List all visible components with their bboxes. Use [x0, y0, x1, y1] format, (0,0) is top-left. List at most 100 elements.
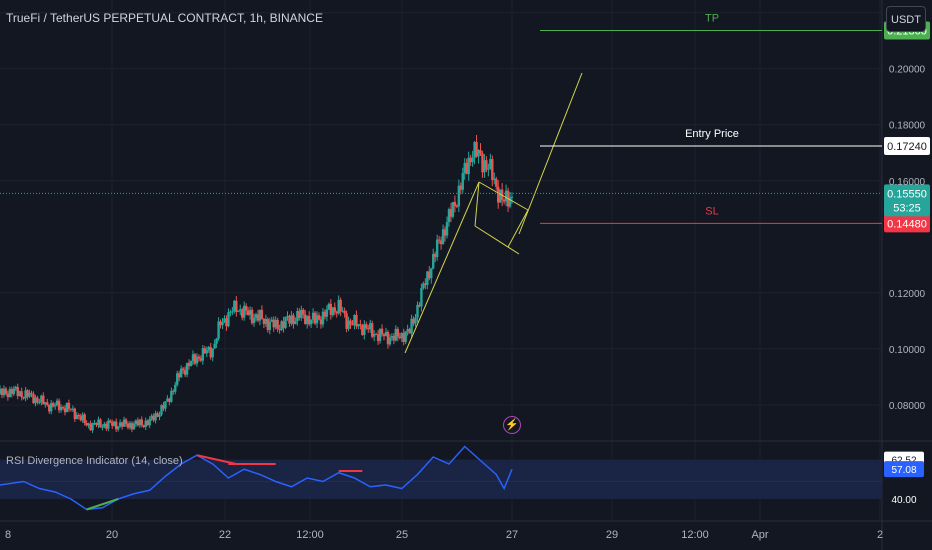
candle-body — [201, 348, 205, 361]
candle-body — [44, 402, 47, 405]
candle-body — [53, 405, 57, 407]
candle-body — [203, 348, 206, 354]
candle-body — [325, 309, 329, 317]
candle-body — [122, 419, 126, 427]
candle-body — [109, 420, 112, 423]
candle-body — [434, 253, 437, 258]
candle-body — [335, 311, 338, 314]
candle-body — [140, 419, 143, 425]
price-axis-tick: 0.12000 — [889, 289, 926, 300]
candle-body — [20, 391, 23, 397]
candle-body — [55, 400, 59, 406]
candle-body — [4, 388, 8, 394]
candle-body — [156, 413, 159, 417]
candle-body — [148, 418, 151, 426]
candle-body — [34, 397, 37, 404]
chart-title: TrueFi / TetherUS PERPETUAL CONTRACT, 1h… — [6, 11, 323, 25]
candle-body — [461, 173, 464, 190]
candle-body — [138, 419, 142, 426]
price-axis-tick: 0.10000 — [889, 345, 926, 356]
candle-body — [502, 199, 506, 202]
candle-body — [483, 160, 486, 173]
level-label: TP — [705, 13, 719, 25]
price-axis-tick: 0.16000 — [889, 177, 926, 188]
candle-body — [410, 318, 413, 334]
candle-body — [286, 315, 289, 317]
candle-body — [262, 318, 266, 324]
candle-body — [363, 324, 366, 335]
flash-event-icon[interactable]: ⚡ — [503, 416, 521, 434]
candle-body — [40, 395, 43, 403]
price-axis-tick: 0.20000 — [889, 65, 926, 76]
candle-body — [99, 419, 102, 428]
candle-body — [306, 315, 309, 324]
candle-body — [77, 414, 80, 417]
candle-body — [132, 424, 136, 430]
candle-body — [489, 159, 492, 169]
candle-body — [481, 153, 484, 173]
candle-body — [2, 388, 6, 396]
candle-body — [457, 185, 461, 207]
price-tag-entry-price — [884, 137, 930, 156]
candle-body — [235, 300, 238, 312]
candle-body — [495, 178, 498, 187]
price-tag-sl — [884, 214, 930, 233]
candle-body — [250, 309, 254, 324]
candle-body — [404, 331, 407, 343]
candle-body — [26, 390, 29, 397]
candle-body — [197, 356, 201, 359]
candle-body — [144, 420, 147, 427]
candle-body — [16, 387, 19, 397]
candle-body — [93, 422, 96, 424]
candle-body — [298, 311, 301, 318]
candle-body — [357, 324, 360, 327]
countdown-label: 53:25 — [893, 202, 921, 214]
candle-body — [185, 363, 189, 375]
candle-body — [473, 142, 476, 158]
candle-body — [288, 315, 291, 324]
candle-body — [510, 196, 514, 198]
candle-body — [103, 423, 106, 427]
candle-body — [207, 347, 210, 351]
candle-body — [465, 162, 468, 175]
candle-body — [107, 420, 110, 429]
candle-body — [260, 309, 264, 319]
candle-body — [307, 315, 311, 325]
candle-body — [166, 398, 169, 402]
candle-body — [498, 189, 502, 203]
candle-body — [455, 205, 459, 207]
candle-body — [435, 239, 439, 258]
candle-body — [187, 363, 191, 366]
channel-line — [404, 181, 480, 354]
candle-body — [8, 389, 12, 398]
candle-body — [333, 307, 336, 312]
candle-body — [329, 303, 333, 315]
candle-body — [388, 337, 392, 345]
candle-body — [408, 329, 411, 334]
candle-body — [14, 387, 17, 389]
time-axis-tick: 2 — [877, 529, 883, 541]
candle-body — [416, 304, 419, 318]
currency-button[interactable]: USDT — [886, 6, 926, 32]
candle-body — [309, 319, 313, 325]
candle-body — [213, 343, 216, 349]
time-axis-tick: 27 — [506, 529, 518, 541]
candle-body — [370, 323, 374, 337]
candle-body — [199, 358, 203, 361]
candle-body — [384, 332, 388, 337]
candle-body — [493, 178, 496, 180]
candle-body — [337, 299, 340, 314]
rsi-axis-tick: 62.52 — [891, 456, 916, 467]
candle-body — [183, 370, 187, 375]
candle-body — [46, 402, 49, 405]
candle-body — [193, 354, 197, 364]
candle-body — [276, 319, 279, 329]
candle-body — [18, 391, 21, 397]
candle-body — [400, 333, 403, 339]
rsi-indicator-label[interactable]: RSI Divergence Indicator (14, close) — [6, 455, 183, 467]
candle-body — [315, 315, 319, 324]
candle-body — [252, 317, 256, 324]
candle-body — [130, 423, 134, 430]
candle-body — [353, 315, 356, 325]
